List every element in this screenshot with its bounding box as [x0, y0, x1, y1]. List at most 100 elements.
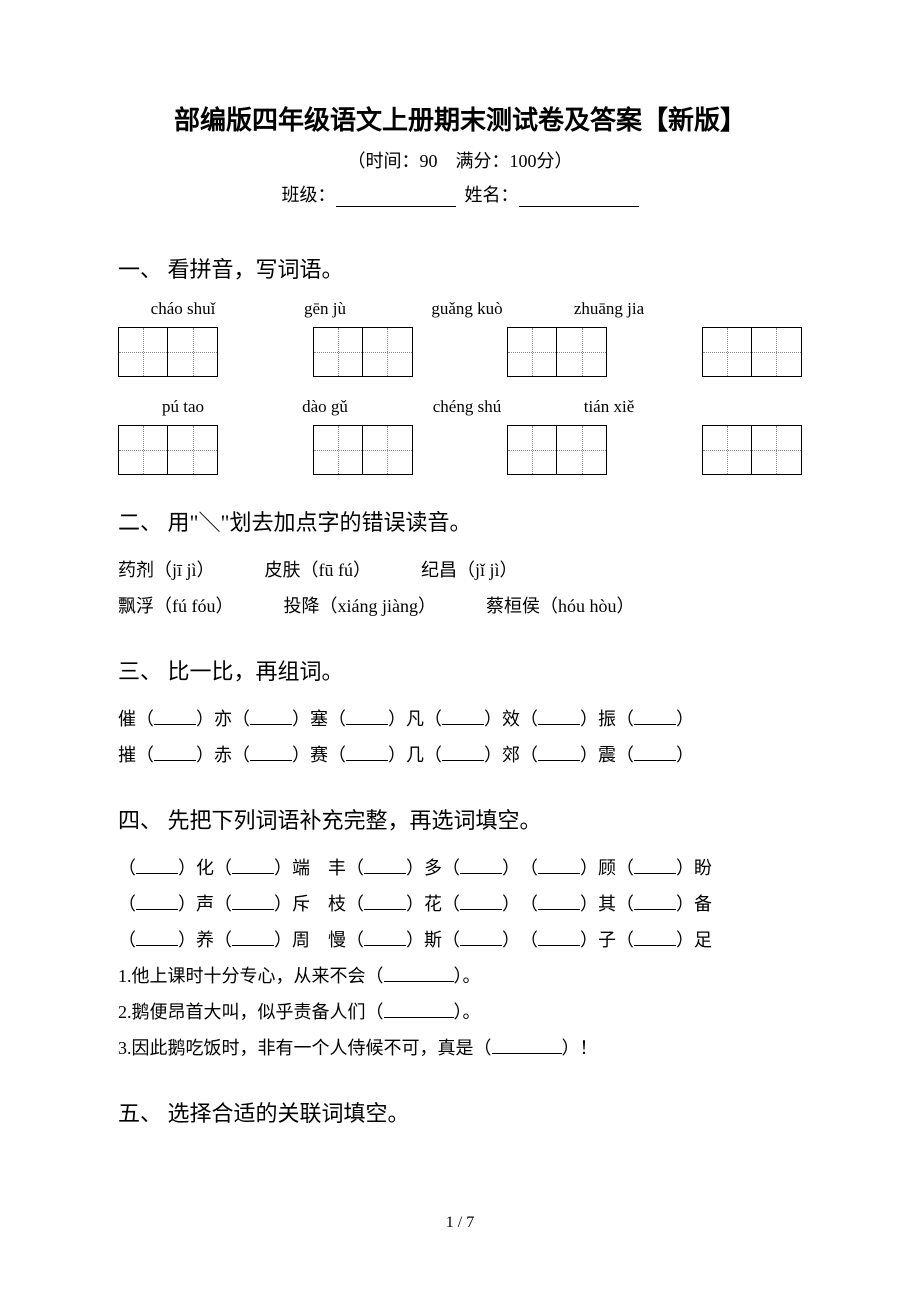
blank[interactable]: [460, 873, 502, 874]
student-info-line: 班级： 姓名：: [118, 181, 802, 207]
txt: （: [118, 858, 136, 878]
blank[interactable]: [364, 909, 406, 910]
blank[interactable]: [492, 1053, 562, 1054]
phonetic-item: 投降（xiáng jiàng）: [284, 588, 436, 624]
blank[interactable]: [250, 760, 292, 761]
blank[interactable]: [136, 909, 178, 910]
txt: ）振（: [580, 709, 634, 729]
blank[interactable]: [442, 724, 484, 725]
section-4-q1: 1.他上课时十分专心，从来不会（ ）。: [118, 958, 802, 994]
blank[interactable]: [538, 945, 580, 946]
blank[interactable]: [232, 909, 274, 910]
blank[interactable]: [154, 724, 196, 725]
phonetic-item: 蔡桓侯（hóu hòu）: [486, 588, 635, 624]
blank[interactable]: [460, 945, 502, 946]
txt: ）几（: [388, 745, 442, 765]
blank[interactable]: [384, 1017, 454, 1018]
writing-box-group[interactable]: [702, 425, 802, 475]
txt: ）震（: [580, 745, 634, 765]
blank[interactable]: [154, 760, 196, 761]
txt: ）塞（: [292, 709, 346, 729]
txt: ）亦（: [196, 709, 250, 729]
blank[interactable]: [136, 945, 178, 946]
page-footer: 1 / 7: [0, 1214, 920, 1232]
section-3-heading: 三、 比一比，再组词。: [118, 654, 802, 686]
blank[interactable]: [384, 981, 454, 982]
phonetic-item: 皮肤（fū fú）: [265, 552, 372, 588]
txt: ）顾（: [580, 858, 634, 878]
writing-box-group[interactable]: [507, 327, 607, 377]
writing-box-group[interactable]: [313, 425, 413, 475]
txt: ） （: [502, 858, 538, 878]
blank[interactable]: [232, 945, 274, 946]
txt: 3.因此鹅吃饭时，非有一个人侍候不可，真是（: [118, 1038, 492, 1058]
txt: ） （: [502, 930, 538, 950]
writing-box-group[interactable]: [118, 425, 218, 475]
blank[interactable]: [136, 873, 178, 874]
writing-boxes-row-2: [118, 425, 802, 475]
txt: ）养（: [178, 930, 232, 950]
txt: ）备: [676, 894, 712, 914]
document-title: 部编版四年级语文上册期末测试卷及答案【新版】: [118, 100, 802, 137]
section-4-q2: 2.鹅便昂首大叫，似乎责备人们（ ）。: [118, 994, 802, 1030]
blank[interactable]: [346, 724, 388, 725]
txt: ）。: [454, 1002, 481, 1022]
blank[interactable]: [538, 724, 580, 725]
pinyin-item: guǎng kuò: [422, 299, 512, 319]
blank[interactable]: [364, 945, 406, 946]
blank[interactable]: [634, 873, 676, 874]
pinyin-item: dào gǔ: [280, 397, 370, 417]
pinyin-item: pú tao: [138, 397, 228, 417]
txt: （: [118, 930, 136, 950]
txt: ）赤（: [196, 745, 250, 765]
txt: ）多（: [406, 858, 460, 878]
txt: ）: [676, 709, 694, 729]
txt: ）花（: [406, 894, 460, 914]
blank[interactable]: [538, 909, 580, 910]
blank[interactable]: [634, 724, 676, 725]
writing-box-group[interactable]: [507, 425, 607, 475]
name-label: 姓名：: [465, 185, 519, 205]
pinyin-item: chéng shú: [422, 397, 512, 417]
blank[interactable]: [634, 760, 676, 761]
section-4-heading: 四、 先把下列词语补充完整，再选词填空。: [118, 803, 802, 835]
pinyin-row-1: cháo shuǐ gēn jù guǎng kuò zhuāng jia: [138, 299, 802, 319]
blank[interactable]: [364, 873, 406, 874]
txt: ）端 丰（: [274, 858, 364, 878]
txt: ）郊（: [484, 745, 538, 765]
blank[interactable]: [346, 760, 388, 761]
writing-box-group[interactable]: [702, 327, 802, 377]
writing-boxes-row-1: [118, 327, 802, 377]
txt: ）凡（: [388, 709, 442, 729]
pinyin-item: cháo shuǐ: [138, 299, 228, 319]
blank[interactable]: [442, 760, 484, 761]
phonetic-item: 纪昌（jǐ jì）: [421, 552, 518, 588]
txt: 催（: [118, 709, 154, 729]
txt: ）其（: [580, 894, 634, 914]
blank[interactable]: [634, 945, 676, 946]
section-2-line-1: 药剂（jī jì） 皮肤（fū fú） 纪昌（jǐ jì）: [118, 552, 802, 588]
class-blank[interactable]: [336, 189, 456, 207]
class-label: 班级：: [282, 185, 336, 205]
writing-box-group[interactable]: [118, 327, 218, 377]
txt: ）斯（: [406, 930, 460, 950]
txt: 1.他上课时十分专心，从来不会（: [118, 966, 384, 986]
txt: 2.鹅便昂首大叫，似乎责备人们（: [118, 1002, 384, 1022]
writing-box-group[interactable]: [313, 327, 413, 377]
blank[interactable]: [460, 909, 502, 910]
blank[interactable]: [538, 760, 580, 761]
blank[interactable]: [634, 909, 676, 910]
txt: 摧（: [118, 745, 154, 765]
txt: ）赛（: [292, 745, 346, 765]
txt: ）盼: [676, 858, 712, 878]
name-blank[interactable]: [519, 189, 639, 207]
txt: ）斥 枝（: [274, 894, 364, 914]
txt: ）！: [562, 1038, 598, 1058]
blank[interactable]: [250, 724, 292, 725]
txt: ）。: [454, 966, 481, 986]
blank[interactable]: [232, 873, 274, 874]
blank[interactable]: [538, 873, 580, 874]
section-2-line-2: 飘浮（fú fóu） 投降（xiáng jiàng） 蔡桓侯（hóu hòu）: [118, 588, 802, 624]
section-5-heading: 五、 选择合适的关联词填空。: [118, 1096, 802, 1128]
section-4-q3: 3.因此鹅吃饭时，非有一个人侍候不可，真是（ ）！: [118, 1030, 802, 1066]
